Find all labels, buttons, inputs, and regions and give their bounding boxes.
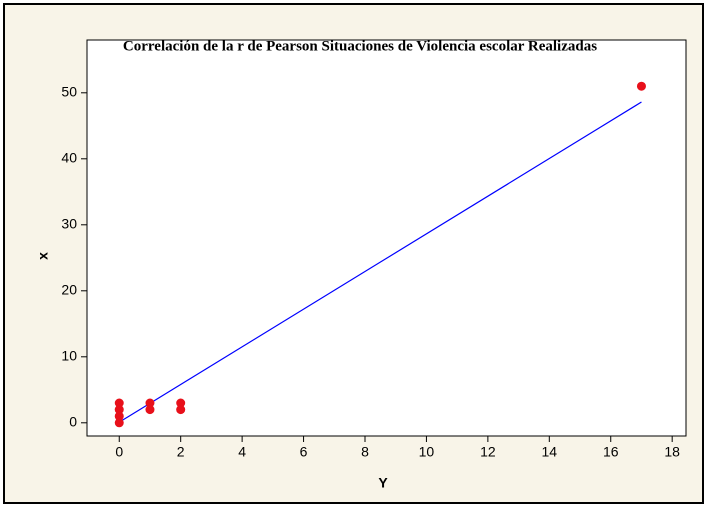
y-tick-label: 40 (61, 150, 77, 166)
point (145, 398, 155, 408)
x-tick-label: 6 (300, 444, 308, 460)
x-tick-label: 10 (419, 444, 435, 460)
point (114, 398, 124, 408)
point (114, 405, 124, 415)
x-tick-label: 8 (361, 444, 369, 460)
y-tick-label: 20 (61, 282, 77, 298)
point (114, 418, 124, 428)
x-tick-label: 14 (542, 444, 558, 460)
x-tick-label: 4 (238, 444, 246, 460)
y-axis-label: x (35, 252, 51, 260)
point (176, 405, 186, 415)
x-tick-label: 12 (480, 444, 496, 460)
x-tick-label: 16 (603, 444, 619, 460)
chart-title: Correlación de la r de Pearson Situacion… (123, 38, 597, 54)
y-tick-label: 0 (69, 414, 77, 430)
y-tick-label: 10 (61, 348, 77, 364)
point (636, 81, 646, 91)
point (145, 405, 155, 415)
x-axis-label: Y (378, 475, 388, 491)
y-tick-label: 50 (61, 84, 77, 100)
x-tick-label: 2 (177, 444, 185, 460)
y-tick-label: 30 (61, 216, 77, 232)
plot-area (86, 39, 687, 437)
x-tick-label: 18 (664, 444, 680, 460)
x-tick-label: 0 (115, 444, 123, 460)
point (114, 411, 124, 421)
fit-line (118, 101, 642, 423)
point (176, 398, 186, 408)
